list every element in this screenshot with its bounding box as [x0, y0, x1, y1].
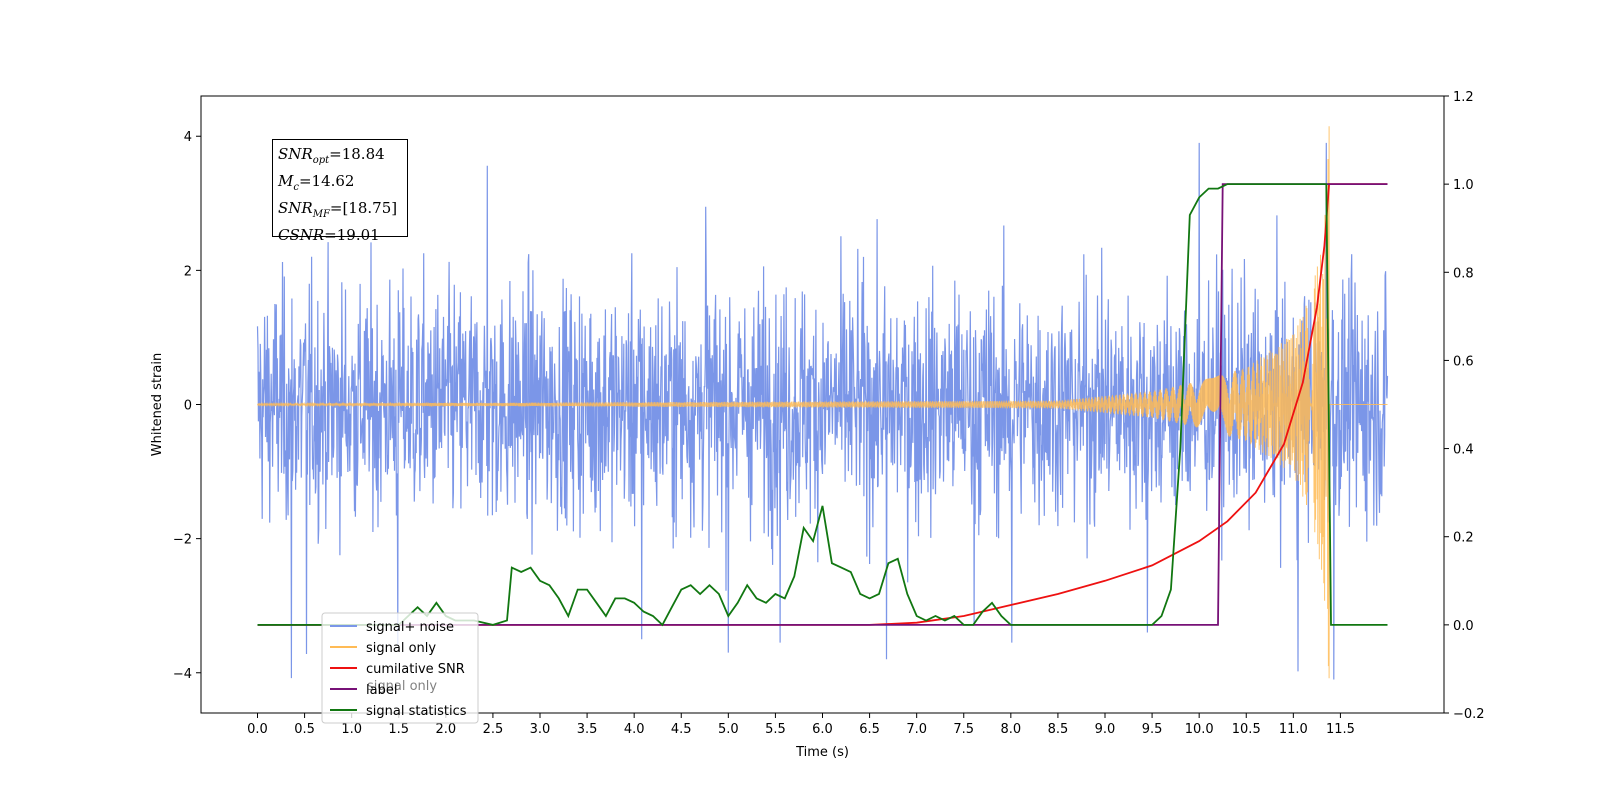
- x-tick-label: 6.5: [859, 722, 880, 737]
- legend-item-label: label: [366, 683, 397, 698]
- csnr-value: =19.01: [324, 226, 380, 244]
- x-tick-label: 10.5: [1232, 722, 1261, 737]
- y2-tick-label: 1.0: [1453, 178, 1474, 193]
- x-tick-label: 11.5: [1326, 722, 1355, 737]
- y-tick-label: −2: [173, 533, 192, 548]
- y2-tick-label: −0.2: [1453, 707, 1485, 722]
- x-tick-label: 1.0: [341, 722, 362, 737]
- x-tick-label: 7.0: [906, 722, 927, 737]
- x-tick-label: 7.5: [953, 722, 974, 737]
- snr-mf-value: =[18.75]: [329, 199, 398, 217]
- x-axis-label: Time (s): [795, 745, 849, 760]
- y-tick-label: 4: [184, 130, 192, 145]
- snr-mf-line: SNRMF=[18.75]: [278, 199, 398, 220]
- x-tick-label: 4.0: [624, 722, 645, 737]
- y2-tick-label: 0.6: [1453, 354, 1474, 369]
- legend: signal only signal+ noise signal only cumil…: [321, 612, 479, 724]
- y-tick-label: 2: [184, 264, 192, 279]
- x-tick-label: 5.0: [718, 722, 739, 737]
- x-tick-label: 8.5: [1048, 722, 1069, 737]
- x-tick-label: 3.5: [577, 722, 598, 737]
- y2-tick-label: 0.8: [1453, 266, 1474, 281]
- y2-tick-label: 0.2: [1453, 531, 1474, 546]
- y2-tick-label: 0.4: [1453, 443, 1474, 458]
- legend-ghost-text: signal only: [367, 679, 437, 694]
- x-tick-label: 2.5: [483, 722, 504, 737]
- x-tick-label: 11.0: [1279, 722, 1308, 737]
- snr-annotation-box: SNRopt=18.84 Mc=14.62 SNRMF=[18.75] CSNR…: [272, 139, 408, 244]
- snr-opt-line: SNRopt=18.84: [278, 145, 385, 166]
- x-tick-label: 9.5: [1142, 722, 1163, 737]
- legend-item-label: cumilative SNR: [366, 662, 465, 677]
- y-axis-label: Whitened strain: [150, 353, 165, 456]
- snr-opt-value: =18.84: [329, 145, 385, 163]
- x-tick-label: 5.5: [765, 722, 786, 737]
- signal-only-line: [257, 126, 1388, 679]
- legend-item-label: signal+ noise: [366, 620, 454, 635]
- x-tick-label: 6.0: [812, 722, 833, 737]
- legend-box: [321, 612, 479, 724]
- x-tick-label: 3.0: [530, 722, 551, 737]
- x-tick-label: 8.0: [1000, 722, 1021, 737]
- x-tick-label: 0.0: [247, 722, 268, 737]
- axes: 0.0 0.5 1.0 1.5 2.0 2.5 3.0 3.5 4.0 4.5 5.0 5.5 6.0 6…: [150, 90, 1485, 760]
- x-tick-label: 4.5: [671, 722, 692, 737]
- y-tick-label: 0: [184, 399, 192, 414]
- legend-item-label: signal only: [366, 641, 436, 656]
- chirp-mass-line: Mc=14.62: [278, 172, 355, 193]
- y-tick-label: −4: [173, 667, 192, 682]
- signal-statistics-line: [257, 183, 1388, 627]
- legend-item-label: signal statistics: [366, 704, 467, 719]
- chirp-mass-value: =14.62: [298, 172, 355, 190]
- csnr-line: CSNR=19.01: [278, 226, 380, 244]
- plot-area: [256, 126, 1389, 680]
- signal-plus-noise-line: [256, 142, 1389, 680]
- x-tick-label: 10.0: [1185, 722, 1214, 737]
- x-tick-label: 1.5: [388, 722, 409, 737]
- x-tick-label: 2.0: [435, 722, 456, 737]
- label-line: [257, 183, 1388, 626]
- x-tick-label: 9.0: [1095, 722, 1116, 737]
- y2-tick-label: 1.2: [1453, 90, 1474, 105]
- x-tick-label: 0.5: [294, 722, 315, 737]
- y2-tick-label: 0.0: [1453, 619, 1474, 634]
